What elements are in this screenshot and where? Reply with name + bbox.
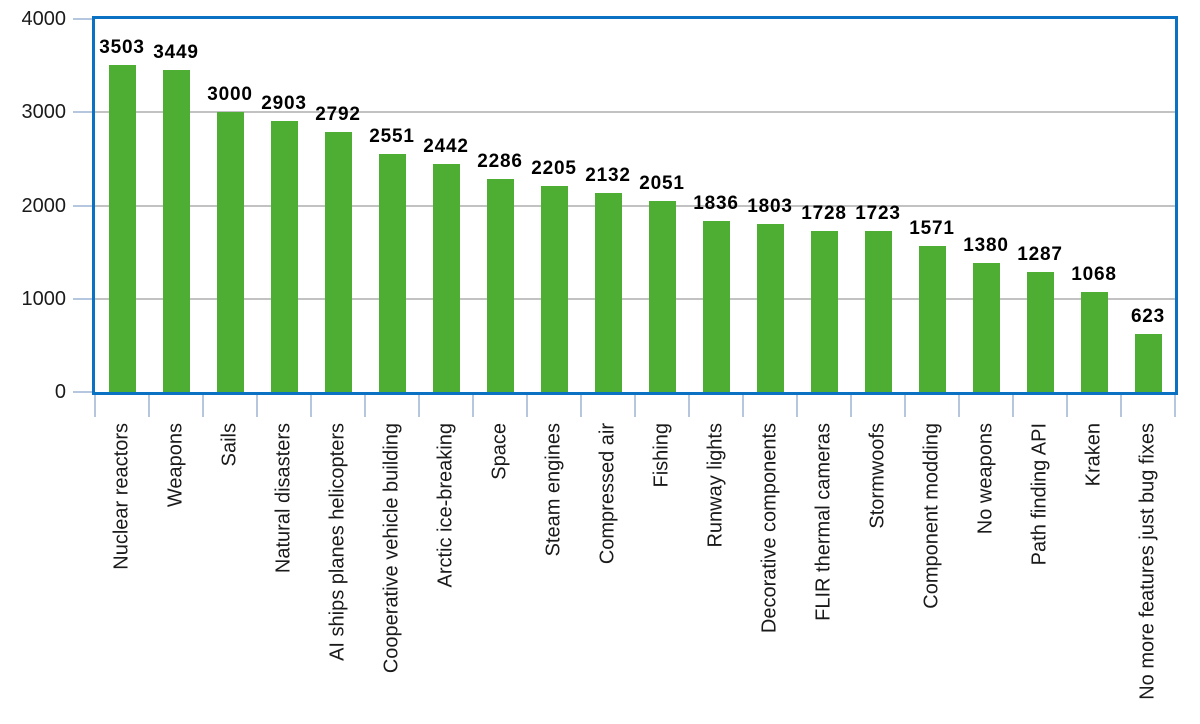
bar-value-label: 1803 <box>747 195 793 217</box>
bar <box>918 245 946 392</box>
x-axis-category-label-text: Cooperative vehicle building <box>380 423 403 674</box>
y-axis-tick <box>73 391 92 393</box>
bar <box>702 220 730 392</box>
y-axis-tick <box>73 18 92 20</box>
x-axis-tick <box>850 395 852 417</box>
bar-value-label: 2205 <box>531 158 577 180</box>
plot-area-frame <box>92 16 1178 395</box>
x-axis-category-label-text: Weapons <box>164 423 187 508</box>
bar <box>756 223 784 392</box>
x-axis-category-label-text: No more features just bug fixes <box>1136 423 1159 700</box>
x-axis-tick <box>742 395 744 417</box>
y-axis-tick-label: 3000 <box>21 101 67 124</box>
x-axis-tick <box>364 395 366 417</box>
x-axis-tick <box>580 395 582 417</box>
x-axis-category-label-text: Sails <box>218 423 241 467</box>
bar-value-label: 2442 <box>423 136 469 158</box>
bar-value-label: 2903 <box>261 93 307 115</box>
gridline <box>95 111 1175 114</box>
x-axis-tick <box>310 395 312 417</box>
gridline <box>95 204 1175 207</box>
x-axis-tick <box>202 395 204 417</box>
bar <box>594 193 622 392</box>
y-axis-tick-label: 4000 <box>21 8 67 30</box>
bar <box>216 112 244 392</box>
x-axis-category-label-text: Fishing <box>650 423 673 488</box>
x-axis-category-label-text: Path finding API <box>1028 423 1051 566</box>
bar <box>810 230 838 392</box>
x-axis-tick <box>1120 395 1122 417</box>
bar-value-label: 1287 <box>1017 243 1063 265</box>
y-axis-tick <box>73 111 92 114</box>
bar-value-label: 2286 <box>477 150 523 172</box>
x-axis-tick <box>256 395 258 417</box>
x-axis-category-label-text: FLIR thermal cameras <box>812 423 835 621</box>
bar <box>540 186 568 392</box>
bar-value-label: 2132 <box>585 165 631 187</box>
bar-value-label: 1380 <box>963 235 1009 257</box>
gridline <box>95 297 1175 300</box>
x-axis-tick <box>796 395 798 417</box>
bar-value-label: 3000 <box>207 84 253 106</box>
bar <box>972 263 1000 392</box>
x-axis-category-label-text: Arctic ice-breaking <box>434 423 457 588</box>
x-axis-category-label-text: Decorative components <box>758 423 781 634</box>
x-axis-tick <box>472 395 474 417</box>
x-axis-tick <box>958 395 960 417</box>
y-axis-tick-label: 2000 <box>21 194 67 217</box>
bar-value-label: 2551 <box>369 126 415 148</box>
bar-value-label: 3449 <box>153 42 199 64</box>
x-axis-tick <box>1066 395 1068 417</box>
x-axis-tick <box>904 395 906 417</box>
bar-value-label: 1571 <box>909 217 955 239</box>
bar-value-label: 2792 <box>315 103 361 125</box>
x-axis-category-label-text: Component modding <box>920 423 943 609</box>
bar <box>432 164 460 392</box>
bar <box>270 121 298 392</box>
bar <box>1026 271 1054 392</box>
bar <box>864 231 892 392</box>
bar-value-label: 1728 <box>801 202 847 224</box>
x-axis-category-label-text: Space <box>488 423 511 480</box>
y-axis-tick-label: 0 <box>54 381 66 403</box>
x-axis-tick <box>634 395 636 417</box>
bar-value-label: 2051 <box>639 172 685 194</box>
bar <box>108 65 136 392</box>
y-axis-tick <box>73 204 92 207</box>
bar <box>162 70 190 392</box>
bar <box>324 131 352 392</box>
bar <box>486 178 514 392</box>
bar <box>1080 292 1108 392</box>
x-axis-category-label-text: AI ships planes helicopters <box>326 423 349 661</box>
x-axis-tick <box>1012 395 1014 417</box>
bar <box>648 200 676 392</box>
x-axis-category-label-text: Nuclear reactors <box>110 423 133 570</box>
x-axis-category-label-text: Steam engines <box>542 423 565 557</box>
x-axis-tick <box>526 395 528 417</box>
bar-value-label: 1723 <box>855 203 901 225</box>
bar <box>1134 333 1162 392</box>
x-axis-tick <box>148 395 150 417</box>
x-axis-category-label-text: Natural disasters <box>272 423 295 574</box>
bar <box>378 154 406 392</box>
x-axis-tick <box>688 395 690 417</box>
x-axis-category-label-text: Runway lights <box>704 423 727 548</box>
bar-value-label: 1836 <box>693 192 739 214</box>
bar-value-label: 623 <box>1130 305 1166 327</box>
x-axis-category-label-text: No weapons <box>974 423 997 535</box>
x-axis-category-label-text: Stormwoofs <box>866 423 889 529</box>
bar-value-label: 1068 <box>1071 264 1117 286</box>
x-axis-tick <box>1174 395 1176 417</box>
x-axis-tick <box>94 395 96 417</box>
x-axis-category-label-text: Compressed air <box>596 423 619 565</box>
y-axis-tick-label: 1000 <box>21 287 67 310</box>
bar-value-label: 3503 <box>99 37 145 59</box>
x-axis-tick <box>418 395 420 417</box>
x-axis-category-label-text: Kraken <box>1082 423 1105 487</box>
y-axis-tick <box>73 297 92 300</box>
